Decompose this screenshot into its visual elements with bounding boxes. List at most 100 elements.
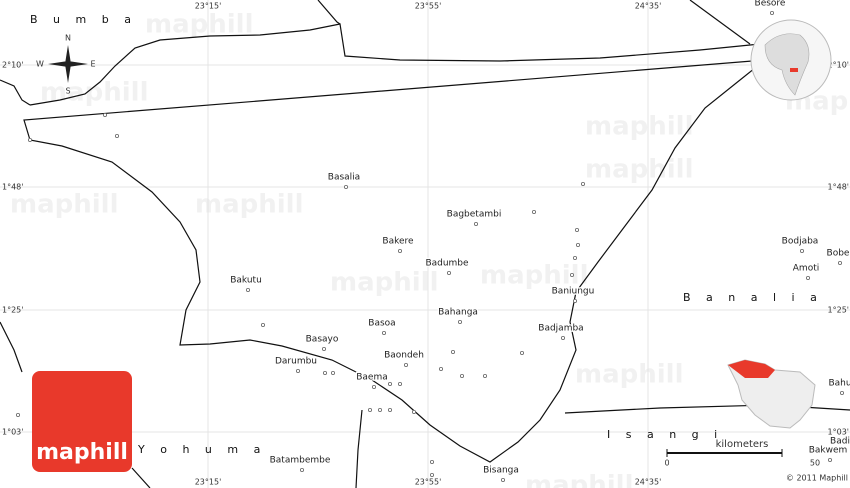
place-label: Badumbe xyxy=(425,259,469,269)
lon-label: 23°15' xyxy=(195,2,222,11)
settlement-dot xyxy=(459,373,464,378)
compass-w: W xyxy=(36,60,44,69)
settlement-dot xyxy=(840,390,845,395)
watermark: maphill xyxy=(145,10,254,40)
settlement-dot xyxy=(806,275,811,280)
settlements xyxy=(15,10,845,482)
watermark: maphill xyxy=(40,78,149,108)
compass-rose: N S E W xyxy=(36,34,95,96)
lat-label: 1°03' xyxy=(2,428,23,437)
settlement-dot xyxy=(371,384,376,389)
settlement-dot xyxy=(450,349,455,354)
region-label: B u m b a xyxy=(30,13,137,26)
region-label: B a n a l i a xyxy=(683,291,823,304)
compass-n: N xyxy=(65,34,71,43)
district-border xyxy=(23,23,767,463)
settlement-dot xyxy=(367,407,372,412)
settlement-dot xyxy=(260,322,265,327)
lat-label: 1°25' xyxy=(828,306,849,315)
settlement-dot xyxy=(520,350,525,355)
logo-box xyxy=(32,371,132,472)
watermark: maphill xyxy=(330,268,439,298)
place-label: Badjamba xyxy=(538,324,583,334)
settlement-dot xyxy=(575,227,580,232)
district-border xyxy=(317,0,341,25)
watermarks: maphill maphill maphill maphill maphill maphi… xyxy=(10,10,850,488)
region-label: Y o h u m a xyxy=(137,443,266,456)
watermark: maphill xyxy=(575,360,684,390)
logo-text: maphill xyxy=(36,440,128,465)
settlement-dot xyxy=(770,10,775,15)
place-label: Batambembe xyxy=(270,456,331,466)
place-label: Baondeh xyxy=(384,351,424,361)
lat-label: 1°25' xyxy=(2,306,23,315)
settlement-dot xyxy=(15,412,20,417)
settlement-dot xyxy=(500,477,505,482)
location xyxy=(790,68,798,72)
settlement-dot xyxy=(581,181,586,186)
lat-label: 1°48' xyxy=(2,183,23,192)
settlement-dot xyxy=(576,242,581,247)
settlement-dot xyxy=(573,255,578,260)
watermark: maphill xyxy=(525,471,634,488)
place-label: Bobe xyxy=(827,249,850,259)
district-border xyxy=(355,409,363,488)
continent xyxy=(764,33,810,96)
place-label: Badi xyxy=(830,437,850,447)
settlement-dot xyxy=(429,459,434,464)
place-label: Baniungu xyxy=(552,287,595,297)
lat-label: 1°03' xyxy=(828,428,849,437)
place-label: Bakwem xyxy=(809,446,848,456)
settlement-dot xyxy=(387,407,392,412)
settlement-dot xyxy=(103,113,108,118)
lon-label: 23°55' xyxy=(415,478,442,487)
watermark: maphill xyxy=(585,155,694,185)
scale-bar: kilometers 0 50 xyxy=(664,439,820,468)
district-border xyxy=(0,321,23,373)
settlement-dot xyxy=(573,298,578,303)
place-label: Besore xyxy=(755,0,786,9)
place-label: Bodjaba xyxy=(782,237,819,247)
watermark: maphill xyxy=(195,190,304,220)
place-label: Basalia xyxy=(328,173,360,183)
settlement-dot xyxy=(800,248,805,253)
place-label: Bahu xyxy=(828,379,850,389)
settlement-dot xyxy=(570,272,575,277)
settlement-dot xyxy=(387,381,392,386)
settlement-dot xyxy=(457,319,462,324)
place-label: Basoa xyxy=(368,319,395,329)
lat-label: 1°48' xyxy=(828,183,849,192)
lon-label: 24°35' xyxy=(635,478,662,487)
settlement-dot xyxy=(828,457,833,462)
lon-label: 23°15' xyxy=(195,478,222,487)
settlement-dot xyxy=(840,448,845,453)
settlement-dot xyxy=(473,221,478,226)
settlement-dot xyxy=(397,381,402,386)
compass-s: S xyxy=(65,87,70,96)
settlement-dot xyxy=(446,270,451,275)
place-label: Bakutu xyxy=(230,276,262,286)
district xyxy=(728,360,775,378)
settlement-dot xyxy=(322,370,327,375)
settlement-dot xyxy=(438,366,443,371)
watermark: maphill xyxy=(10,190,119,220)
place-label: Darumbu xyxy=(275,357,317,367)
settlement-dot xyxy=(299,467,304,472)
place-label: Bahanga xyxy=(438,308,478,318)
lat-label: 2°10' xyxy=(2,61,23,70)
settlement-dot xyxy=(321,346,326,351)
settlement-dot xyxy=(330,370,335,375)
settlement-dot xyxy=(532,209,537,214)
place-label: Bisanga xyxy=(483,466,519,476)
district-border xyxy=(0,79,31,106)
settlement-dot xyxy=(397,248,402,253)
lon-label: 24°35' xyxy=(635,2,662,11)
settlement-dot xyxy=(377,407,382,412)
place-label: Bagbetambi xyxy=(447,210,502,220)
copyright: © 2011 Maphill xyxy=(786,474,848,483)
settlement-dot xyxy=(429,472,434,477)
place-label: Amoti xyxy=(793,264,819,274)
settlement-dot xyxy=(411,409,416,414)
